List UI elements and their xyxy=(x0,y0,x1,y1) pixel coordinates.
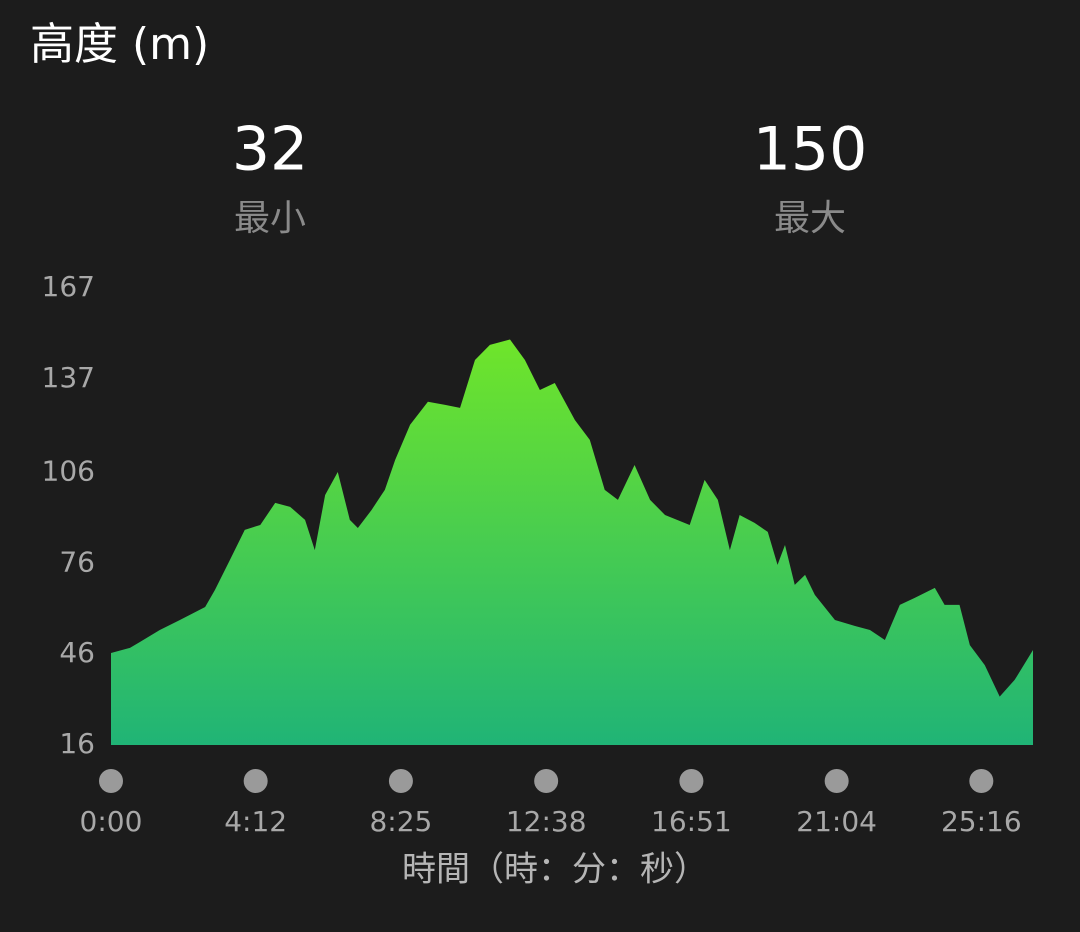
x-tick-dot xyxy=(243,769,268,793)
x-tick-label: 21:04 xyxy=(796,805,877,838)
x-tick-label: 16:51 xyxy=(651,805,732,838)
x-axis-label: 時間（時：分：秒） xyxy=(402,850,708,890)
min-value: 32 xyxy=(232,115,308,185)
y-tick-label: 76 xyxy=(59,545,95,578)
x-tick-label: 25:16 xyxy=(941,805,1022,838)
x-tick-dot xyxy=(824,769,849,793)
y-tick-label: 46 xyxy=(59,636,95,669)
y-tick-label: 137 xyxy=(42,361,95,394)
x-tick-dot xyxy=(99,769,123,793)
y-tick-label: 167 xyxy=(42,270,95,303)
x-tick-label: 4:12 xyxy=(224,805,287,838)
x-tick-label: 12:38 xyxy=(506,805,587,838)
x-tick-dot xyxy=(969,769,994,793)
x-tick-dot xyxy=(388,769,413,793)
y-tick-label: 106 xyxy=(42,455,95,488)
x-tick-label: 0:00 xyxy=(80,805,143,838)
x-tick-dot xyxy=(679,769,704,793)
elevation-area xyxy=(111,339,1033,745)
min-label: 最小 xyxy=(234,198,306,239)
y-tick-label: 16 xyxy=(59,727,95,760)
x-tick-label: 8:25 xyxy=(369,805,432,838)
max-value: 150 xyxy=(753,115,868,185)
max-label: 最大 xyxy=(774,198,846,239)
x-tick-dot xyxy=(534,769,559,793)
chart-title: 高度 (m) xyxy=(30,19,209,70)
